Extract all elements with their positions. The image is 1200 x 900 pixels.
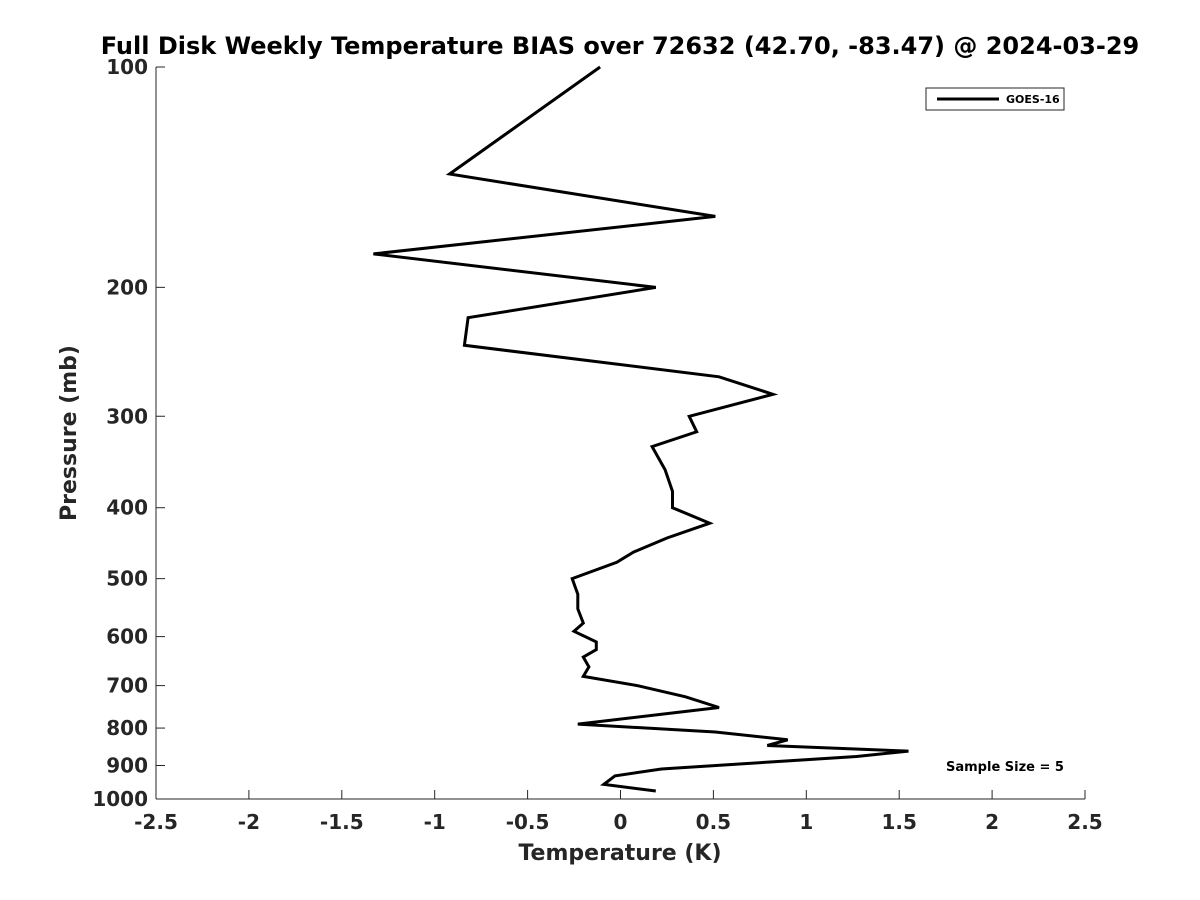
y-tick-label: 900 [106,754,148,778]
x-tick-label: 0.5 [696,810,731,834]
x-tick-label: 2 [985,810,999,834]
legend-label-goes-16: GOES-16 [1006,93,1060,106]
plot-area [156,67,1085,799]
x-axis-ticks: -2.5 -2 -1.5 -1 -0.5 0 0.5 1 1.5 2 2.5 [134,790,1103,834]
y-tick-label: 800 [106,716,148,740]
x-tick-label: 0 [614,810,628,834]
y-tick-label: 100 [106,55,148,79]
x-tick-label: 1 [799,810,813,834]
x-tick-label: -2.5 [134,810,178,834]
y-axis-title: Pressure (mb) [57,345,82,521]
x-tick-label: 1.5 [881,810,916,834]
x-tick-label: -1.5 [320,810,364,834]
legend: GOES-16 [925,87,1065,111]
x-tick-label: -2 [238,810,260,834]
series-line-goes-16 [373,65,909,793]
y-tick-label: 600 [106,625,148,649]
y-tick-label: 300 [106,404,148,428]
x-tick-label: -0.5 [506,810,550,834]
y-axis-ticks: 100 200 300 400 500 600 700 800 900 1000 [92,55,165,811]
chart-title: Full Disk Weekly Temperature BIAS over 7… [101,32,1140,60]
x-tick-label: 2.5 [1067,810,1102,834]
y-tick-label: 400 [106,496,148,520]
y-tick-label: 200 [106,275,148,299]
y-tick-label: 500 [106,567,148,591]
y-tick-label: 1000 [92,787,148,811]
x-tick-label: -1 [424,810,446,834]
series-group [373,65,909,793]
x-axis-title: Temperature (K) [518,841,721,866]
y-tick-label: 700 [106,674,148,698]
sample-size-annotation: Sample Size = 5 [946,760,1064,775]
